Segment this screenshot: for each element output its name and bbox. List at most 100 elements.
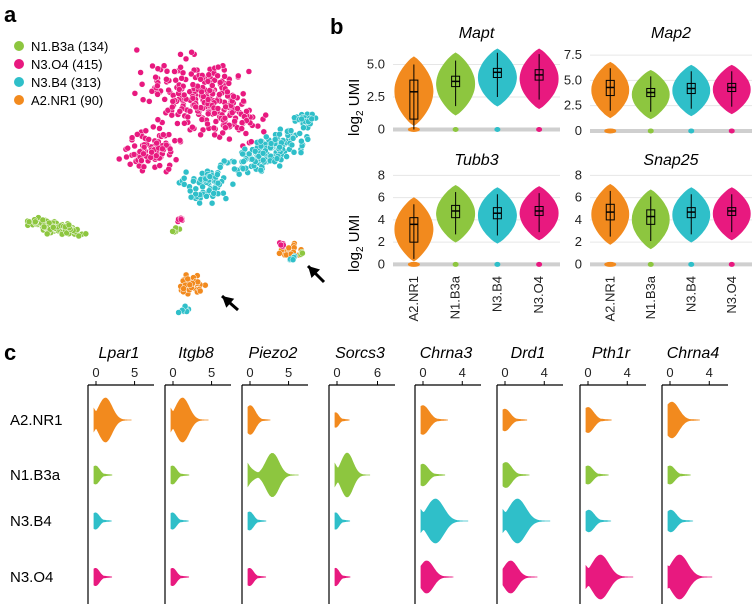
tsne-point: [208, 199, 216, 207]
y-tick-label: 6: [378, 190, 385, 205]
tsne-point: [192, 190, 199, 198]
violin-N3.O4: [502, 560, 538, 594]
tsne-point: [142, 127, 150, 135]
x-tick-label: N1.B3a: [448, 275, 463, 319]
tsne-point: [276, 162, 283, 170]
tsne-point: [304, 136, 312, 143]
tsne-point: [298, 137, 305, 145]
x-tick-label: 0: [333, 365, 340, 380]
tsne-point: [186, 108, 194, 115]
x-tick-label: 0: [419, 365, 426, 380]
x-tick-label: N1.B3a: [643, 275, 658, 319]
tsne-point: [214, 171, 221, 178]
violin-N1.B3a: [667, 465, 691, 485]
zero-mass: [728, 128, 735, 134]
zero-mass: [536, 261, 543, 267]
tsne-point: [154, 91, 161, 98]
y-tick-label: 0: [575, 123, 582, 138]
tsne-point: [176, 86, 183, 93]
tsne-point: [222, 124, 229, 131]
tsne-point: [128, 134, 136, 141]
tsne-point: [169, 103, 176, 111]
x-tick-label: A2.NR1: [602, 276, 617, 322]
tsne-point: [184, 113, 192, 121]
y-tick-label: 2.5: [367, 89, 385, 104]
arrow-head: [308, 266, 320, 278]
tsne-point: [138, 81, 146, 88]
tsne-point: [150, 123, 157, 131]
tsne-point: [239, 150, 246, 158]
tsne-point: [32, 218, 39, 226]
tsne-point: [174, 120, 181, 127]
zero-mass: [688, 128, 695, 134]
legend-label: N1.B3a (134): [31, 39, 108, 54]
panel-b-ylabel-top: log2 UMI: [346, 79, 366, 136]
tsne-point: [126, 161, 134, 168]
tsne-point: [177, 64, 184, 71]
tsne-point: [288, 141, 296, 149]
tsne-point: [216, 91, 223, 98]
violin-N3.B4: [247, 511, 267, 531]
tsne-point: [153, 152, 160, 159]
violin-A2.NR1: [502, 408, 528, 432]
tsne-point: [214, 72, 221, 80]
tsne-point: [123, 153, 130, 161]
tsne-point: [254, 122, 262, 130]
tsne-point: [262, 111, 269, 119]
x-tick-label: 0: [666, 365, 673, 380]
tsne-point: [75, 232, 83, 240]
tsne-point: [43, 230, 51, 238]
tsne-point: [165, 165, 172, 173]
x-tick-label: 4: [624, 365, 631, 380]
tsne-point: [188, 70, 195, 78]
box: [409, 79, 419, 120]
y-tick-label: 0: [378, 122, 385, 137]
zero-mass: [452, 261, 459, 267]
row-label: N3.B4: [10, 513, 52, 530]
tsne-point: [82, 230, 90, 238]
violin-N1.B3a: [247, 452, 299, 498]
tsne-point: [176, 137, 184, 144]
panel-b-ylabel-bottom: log2 UMI: [346, 215, 366, 272]
tsne-point: [152, 73, 159, 81]
violin-N3.O4: [334, 567, 351, 587]
panel-a-letter: a: [4, 2, 17, 27]
violin-N3.O4: [170, 568, 190, 586]
x-tick-label: A2.NR1: [406, 276, 421, 322]
tsne-point: [225, 80, 233, 87]
tsne-point: [160, 131, 167, 138]
tsne-point: [184, 275, 191, 283]
tsne-point: [165, 131, 173, 138]
tsne-point: [257, 166, 265, 174]
tsne-point: [161, 96, 168, 103]
tsne-point: [140, 150, 147, 158]
facet-mapt: 0 2.5 5.0 Mapt: [367, 25, 560, 137]
tsne-point: [181, 120, 188, 127]
tsne-point: [189, 81, 197, 88]
tsne-point: [235, 72, 242, 80]
tsne-point: [289, 135, 297, 142]
tsne-point: [186, 281, 194, 289]
violin-N3.O4: [585, 554, 634, 600]
tsne-point: [163, 68, 171, 75]
legend-label: N3.O4 (415): [31, 57, 103, 72]
tsne-point: [176, 108, 184, 115]
tsne-point: [248, 156, 256, 163]
tsne-point: [297, 149, 305, 156]
tsne-point: [180, 91, 188, 99]
tsne-point: [222, 195, 230, 202]
tsne-point: [240, 97, 247, 105]
tsne-point: [164, 107, 172, 114]
tsne-point: [186, 187, 194, 195]
tsne-point: [203, 193, 210, 200]
tsne-point: [189, 95, 197, 102]
tsne-point: [153, 139, 160, 147]
panel-b-letter: b: [330, 14, 343, 39]
tsne-point: [239, 165, 247, 172]
zero-mass: [604, 261, 617, 267]
tsne-point: [50, 224, 57, 231]
tsne-point: [204, 78, 212, 85]
gene-title: Sorcs3: [335, 345, 385, 362]
